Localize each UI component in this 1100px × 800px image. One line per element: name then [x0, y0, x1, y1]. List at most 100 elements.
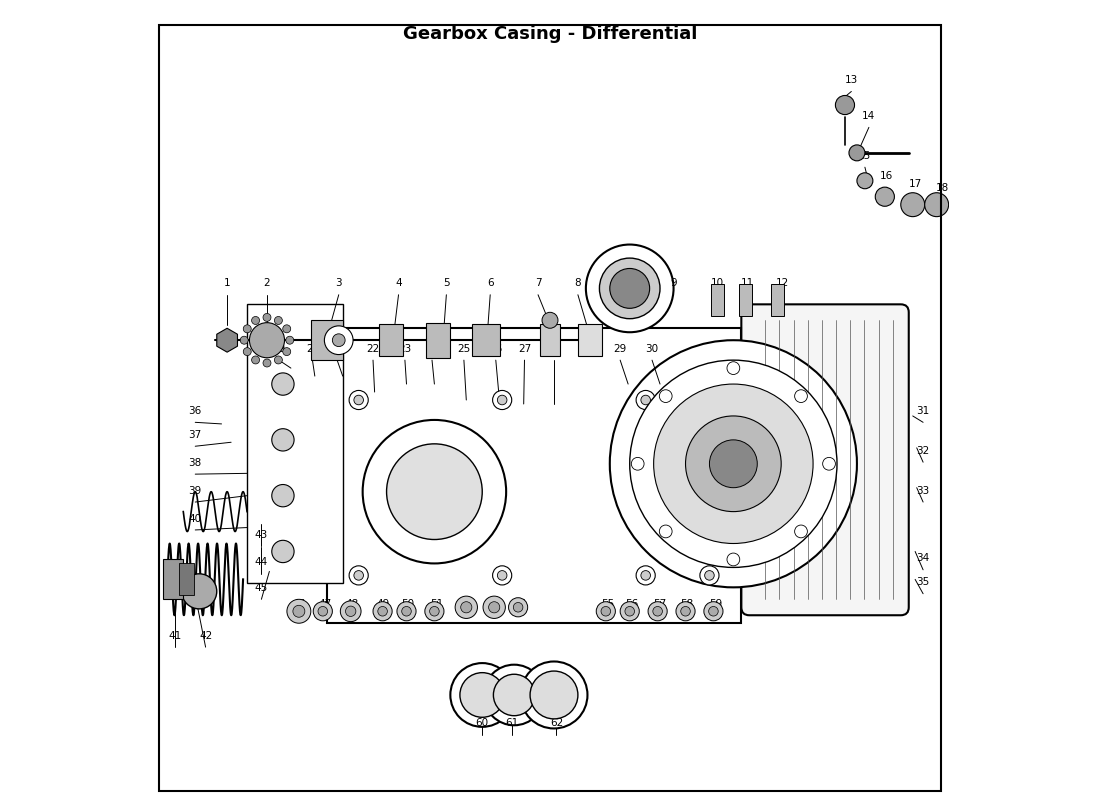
Circle shape: [835, 95, 855, 114]
Circle shape: [652, 606, 662, 616]
Text: 15: 15: [858, 151, 871, 161]
Text: 12: 12: [777, 278, 790, 288]
Bar: [179, 563, 194, 595]
Text: 40: 40: [189, 514, 201, 523]
Text: 5: 5: [443, 278, 450, 288]
Bar: [739, 285, 751, 316]
Circle shape: [497, 570, 507, 580]
Circle shape: [493, 566, 512, 585]
Circle shape: [252, 317, 260, 325]
Text: 58: 58: [681, 599, 694, 609]
Text: 44: 44: [255, 558, 268, 567]
Text: 59: 59: [710, 599, 723, 609]
Circle shape: [386, 444, 482, 539]
Circle shape: [600, 258, 660, 318]
Circle shape: [274, 356, 283, 364]
Circle shape: [286, 336, 294, 344]
Circle shape: [182, 574, 217, 609]
Circle shape: [314, 602, 332, 621]
Circle shape: [708, 606, 718, 616]
Circle shape: [287, 599, 311, 623]
Bar: [711, 285, 724, 316]
Circle shape: [252, 356, 260, 364]
Text: 3: 3: [336, 278, 342, 288]
Circle shape: [272, 485, 294, 507]
Bar: [472, 324, 500, 356]
Circle shape: [659, 525, 672, 538]
Text: 13: 13: [845, 75, 858, 85]
Text: 48: 48: [345, 599, 359, 609]
Circle shape: [263, 314, 271, 322]
Text: 45: 45: [255, 583, 268, 593]
Circle shape: [601, 606, 610, 616]
Text: 4: 4: [395, 278, 402, 288]
Text: 20: 20: [306, 344, 319, 354]
Text: 62: 62: [550, 718, 563, 729]
Circle shape: [636, 566, 656, 585]
Text: 49: 49: [376, 599, 389, 609]
Circle shape: [700, 566, 719, 585]
Circle shape: [274, 317, 283, 325]
Circle shape: [705, 570, 714, 580]
Circle shape: [243, 348, 251, 355]
Circle shape: [272, 540, 294, 562]
Text: 7: 7: [535, 278, 541, 288]
Text: 39: 39: [188, 486, 202, 496]
Circle shape: [727, 553, 739, 566]
Circle shape: [354, 570, 363, 580]
Circle shape: [685, 416, 781, 512]
Circle shape: [455, 596, 477, 618]
Circle shape: [681, 606, 691, 616]
Circle shape: [530, 671, 578, 719]
Circle shape: [373, 602, 392, 621]
Text: 16: 16: [880, 170, 893, 181]
Text: 31: 31: [916, 406, 930, 416]
Circle shape: [676, 602, 695, 621]
Circle shape: [430, 606, 439, 616]
Text: 11: 11: [741, 278, 755, 288]
Text: 52: 52: [462, 599, 475, 609]
Text: 24: 24: [426, 344, 439, 354]
Circle shape: [901, 193, 925, 217]
Text: 55: 55: [601, 599, 614, 609]
Text: 41: 41: [168, 630, 182, 641]
Circle shape: [925, 193, 948, 217]
Bar: [311, 320, 343, 360]
Circle shape: [620, 602, 639, 621]
Text: 53: 53: [490, 599, 503, 609]
Bar: [427, 322, 450, 358]
Text: 2: 2: [264, 278, 271, 288]
Text: 27: 27: [518, 344, 531, 354]
Circle shape: [497, 395, 507, 405]
Text: 38: 38: [188, 458, 202, 468]
Text: 25: 25: [458, 344, 471, 354]
Circle shape: [493, 390, 512, 410]
Bar: [327, 328, 741, 623]
Circle shape: [704, 602, 723, 621]
Text: 42: 42: [199, 630, 212, 641]
Text: 28: 28: [548, 344, 561, 354]
Circle shape: [377, 606, 387, 616]
Circle shape: [293, 606, 305, 618]
Text: 22: 22: [366, 344, 379, 354]
Circle shape: [450, 663, 514, 727]
Circle shape: [272, 429, 294, 451]
Circle shape: [283, 325, 290, 333]
Circle shape: [876, 187, 894, 206]
Circle shape: [586, 245, 673, 332]
Text: 8: 8: [574, 278, 581, 288]
Bar: [540, 324, 560, 356]
Circle shape: [508, 598, 528, 617]
Circle shape: [823, 458, 835, 470]
Text: 57: 57: [653, 599, 667, 609]
Circle shape: [794, 525, 807, 538]
Circle shape: [363, 420, 506, 563]
Circle shape: [659, 390, 672, 402]
Bar: [378, 324, 403, 356]
Circle shape: [494, 674, 535, 716]
Circle shape: [641, 570, 650, 580]
Circle shape: [460, 673, 505, 718]
Text: 56: 56: [625, 599, 638, 609]
Circle shape: [272, 373, 294, 395]
Circle shape: [324, 326, 353, 354]
